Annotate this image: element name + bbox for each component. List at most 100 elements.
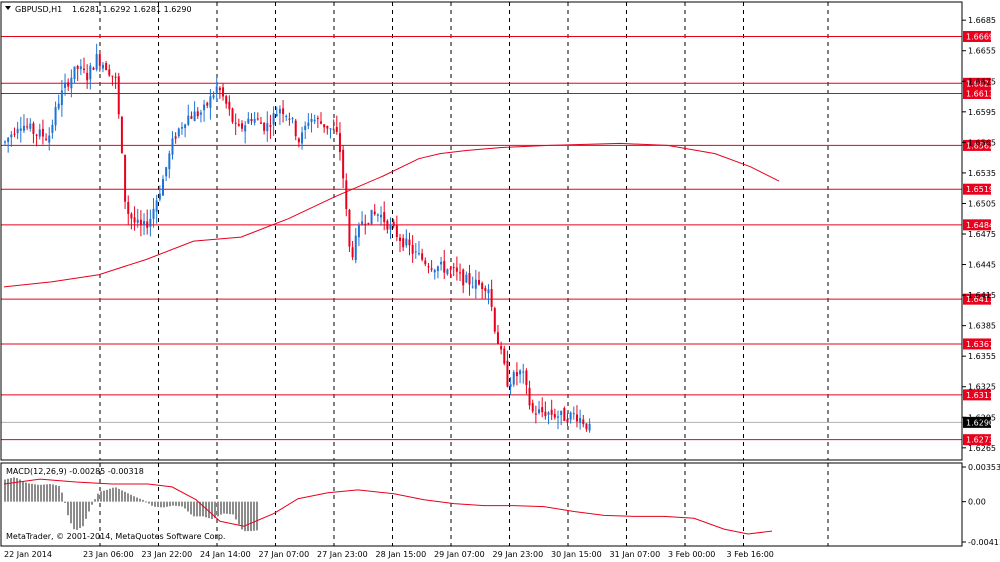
candle-body (225, 96, 228, 104)
time-axis-label: 23 Jan 06:00 (83, 550, 134, 559)
macd-histogram-bar (19, 479, 21, 502)
macd-histogram-bar (229, 501, 231, 515)
candle-body (184, 124, 187, 129)
level-price-label: 1.6367 (966, 340, 994, 349)
macd-histogram-bar (103, 490, 105, 502)
candle-body (212, 95, 215, 98)
price-axis-label: 1.6535 (968, 169, 996, 178)
time-axis-label: 27 Jan 23:00 (317, 550, 368, 559)
price-axis-label: 1.6355 (968, 352, 996, 361)
macd-histogram-bar (193, 501, 195, 517)
macd-histogram-bar (166, 501, 168, 507)
candle-body (389, 224, 392, 230)
time-axis-label: 30 Jan 15:00 (551, 550, 602, 559)
candle-body (506, 360, 509, 387)
chart-frames (0, 1, 963, 547)
macd-histogram-bar (28, 483, 30, 502)
macd-histogram-bar (97, 493, 99, 502)
candle-body (32, 123, 35, 134)
candle-body (143, 221, 146, 225)
time-axis-label: 3 Feb 16:00 (727, 550, 774, 559)
candle-body (146, 221, 149, 228)
candle-body (345, 180, 348, 210)
candle-body (51, 124, 54, 133)
dropdown-arrow-icon[interactable] (5, 6, 11, 10)
candle-body (373, 211, 376, 215)
candle-body (187, 115, 190, 125)
candle-body (237, 124, 240, 126)
candle-body (19, 128, 22, 131)
candle-body (408, 239, 411, 246)
candle-body (234, 122, 237, 124)
candle-body (585, 423, 588, 430)
candle-body (301, 132, 304, 144)
candle-body (253, 118, 256, 123)
candle-body (228, 101, 231, 110)
price-axis-label: 1.6625 (968, 77, 996, 86)
macd-histogram-bar (73, 501, 75, 530)
time-axis-label: 29 Jan 07:00 (434, 550, 485, 559)
macd-histogram-bar (184, 501, 186, 509)
macd-histogram-bar (133, 496, 135, 502)
macd-histogram-bar (4, 479, 6, 502)
candle-body (550, 409, 553, 415)
macd-histogram-bar (181, 501, 183, 507)
macd-histogram-bar (46, 484, 48, 502)
candle-body (35, 134, 38, 136)
macd-histogram-bar (79, 501, 81, 529)
macd-indicator-label: MACD(12,26,9) -0.00285 -0.00318 (6, 467, 144, 476)
level-price-label: 1.6519 (966, 185, 994, 194)
candle-body (538, 409, 541, 414)
candle-body (41, 128, 44, 137)
macd-histogram-bar (58, 485, 60, 502)
macd-histogram-bar (139, 498, 141, 502)
candle-body (168, 153, 171, 170)
dropdown-arrow-icon[interactable] (5, 6, 11, 10)
candle-body (320, 121, 322, 124)
candle-body (291, 118, 294, 120)
price-axes: 1.66691.66231.66131.65621.65191.64841.64… (962, 16, 1000, 547)
macd-histogram-bar (250, 501, 252, 532)
candle-body (455, 267, 458, 272)
candle-body (155, 200, 158, 212)
candle-body (588, 423, 591, 431)
level-price-label: 1.6623 (966, 79, 994, 88)
candle-body (424, 260, 427, 265)
candlestick-series (4, 43, 591, 433)
candle-body (579, 417, 582, 423)
macd-histogram-bar (124, 491, 126, 502)
time-axis-label: 27 Jan 07:00 (259, 550, 310, 559)
candle-body (351, 247, 354, 258)
macd-histogram-bar (196, 501, 198, 517)
candle-body (500, 346, 503, 350)
macd-histogram-bar (130, 494, 132, 502)
candle-body (48, 135, 51, 143)
candle-body (569, 412, 572, 420)
candle-body (370, 209, 373, 225)
candle-body (395, 225, 398, 238)
macd-histogram-bar (226, 501, 228, 514)
macd-indicator-pane (3, 477, 773, 535)
macd-histogram-bar (217, 501, 219, 517)
candle-body (101, 64, 104, 69)
current-price-label: 1.6290 (966, 418, 994, 427)
price-axis-label: 1.6685 (968, 16, 996, 25)
candle-body (206, 102, 209, 106)
candle-body (294, 120, 297, 137)
level-price-label: 1.6484 (966, 221, 994, 230)
macd-histogram-bar (127, 493, 129, 502)
candle-body (392, 221, 395, 227)
candle-body (180, 127, 183, 129)
macd-histogram-bar (163, 501, 165, 508)
candle-body (275, 114, 278, 117)
macd-histogram-bar (10, 478, 12, 502)
candle-body (582, 419, 585, 425)
candle-body (348, 209, 351, 247)
indicator-axis-label: 0.00 (968, 498, 986, 507)
candle-body (120, 116, 123, 153)
candle-body (440, 261, 443, 265)
candle-body (133, 217, 136, 223)
candle-body (386, 220, 389, 230)
candle-body (402, 238, 405, 248)
